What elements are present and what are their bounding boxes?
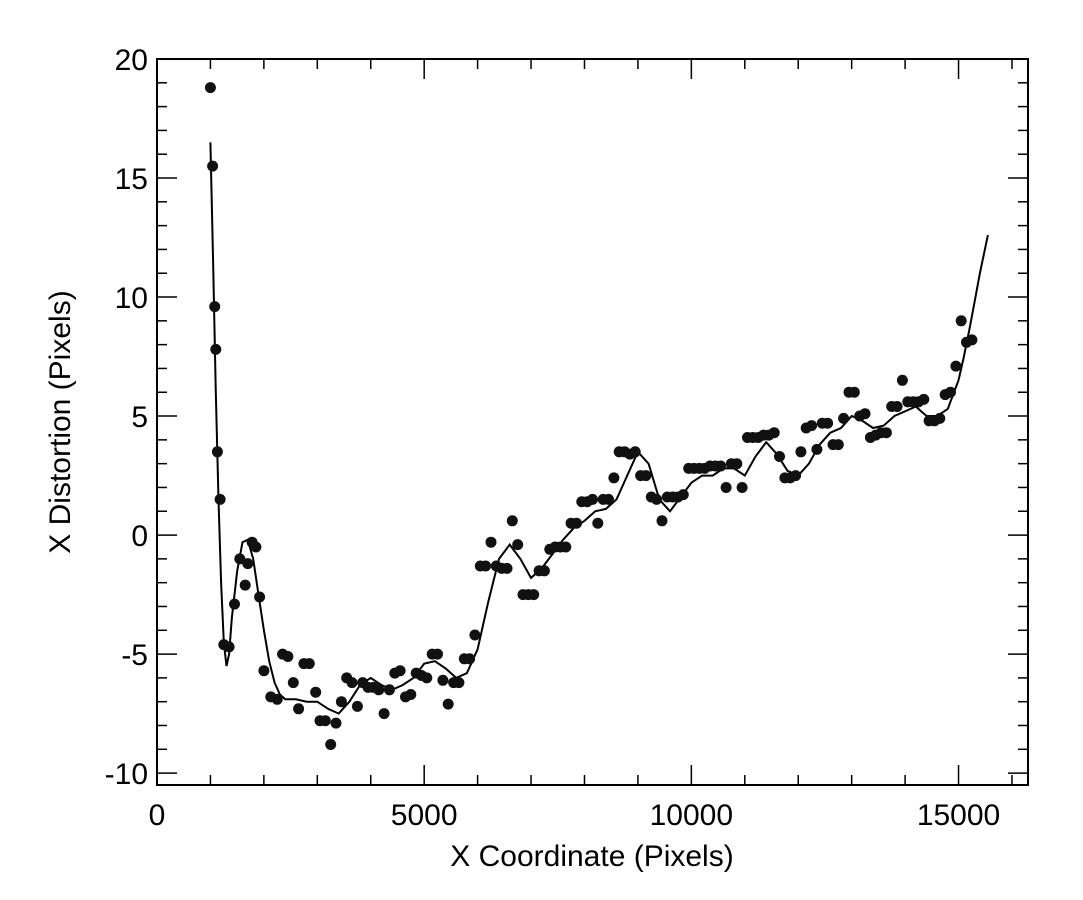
data-point — [432, 648, 443, 660]
y-tick-label: -5 — [121, 639, 148, 672]
data-point — [480, 560, 492, 572]
data-point — [229, 598, 240, 610]
data-point — [608, 472, 620, 484]
data-point — [383, 684, 395, 696]
data-point — [806, 420, 818, 432]
data-point — [210, 343, 222, 355]
data-points — [204, 82, 978, 750]
data-point — [934, 412, 946, 424]
data-point — [325, 739, 337, 750]
data-point — [918, 393, 930, 405]
data-point — [209, 301, 221, 313]
y-axis-label: X Distortion (Pixels) — [44, 290, 77, 553]
axis-tick-labels: 0 5000 10000 15000 -10 -5 0 5 10 15 20 — [105, 44, 1001, 832]
data-point — [790, 470, 802, 482]
data-point — [330, 717, 342, 729]
data-point — [373, 684, 385, 696]
data-point — [214, 493, 226, 505]
data-point — [303, 658, 315, 670]
data-point — [485, 536, 497, 548]
data-point — [512, 539, 524, 551]
data-point — [346, 677, 358, 689]
data-point — [421, 672, 433, 684]
data-point — [656, 515, 668, 527]
data-point — [822, 417, 834, 429]
x-axis-label: X Coordinate (Pixels) — [450, 840, 733, 873]
data-point — [528, 589, 540, 601]
x-tick-label: 5000 — [391, 799, 458, 832]
data-point — [223, 641, 235, 653]
data-point — [950, 360, 962, 372]
data-point — [731, 458, 743, 470]
data-point — [736, 482, 748, 493]
data-point — [405, 689, 417, 700]
data-point — [571, 517, 582, 529]
data-point — [811, 443, 823, 455]
data-point — [677, 489, 689, 501]
data-point — [211, 446, 223, 458]
plot-frame — [156, 58, 1029, 786]
data-point — [287, 677, 299, 689]
data-point — [880, 427, 892, 439]
data-point — [848, 386, 860, 398]
data-point — [335, 696, 347, 708]
data-point — [795, 446, 807, 458]
data-point — [437, 674, 449, 686]
data-point — [464, 653, 476, 665]
data-point — [453, 677, 465, 689]
data-point — [859, 408, 871, 420]
data-point — [293, 703, 305, 715]
data-point — [720, 482, 732, 493]
data-point — [768, 427, 780, 439]
y-tick-label: 20 — [115, 44, 148, 77]
y-tick-label: 0 — [131, 520, 148, 553]
data-point — [204, 82, 216, 94]
data-point — [945, 386, 956, 398]
axis-ticks — [156, 58, 1028, 785]
x-tick-label: 10000 — [650, 799, 733, 832]
data-point — [560, 541, 572, 553]
x-tick-label: 15000 — [917, 799, 1000, 832]
data-point — [258, 665, 270, 677]
data-point — [629, 446, 641, 458]
y-tick-label: 15 — [115, 163, 148, 196]
fit-curve-line — [209, 142, 989, 715]
data-point — [587, 493, 598, 505]
data-point — [506, 515, 518, 527]
data-point — [254, 591, 266, 603]
data-point — [469, 629, 481, 641]
data-point — [774, 451, 785, 462]
data-point — [501, 562, 513, 574]
data-point — [651, 493, 663, 505]
data-point — [538, 565, 550, 577]
data-point — [838, 412, 850, 424]
data-point — [351, 700, 363, 712]
data-point — [310, 686, 322, 698]
data-point — [442, 698, 454, 710]
data-point — [715, 460, 727, 472]
data-point — [239, 579, 251, 591]
data-point — [966, 334, 978, 346]
y-tick-label: 5 — [131, 401, 148, 434]
data-point — [234, 553, 246, 565]
data-point — [592, 517, 604, 529]
y-tick-label: -10 — [105, 758, 148, 791]
data-point — [394, 665, 406, 677]
data-point — [250, 541, 262, 553]
data-point — [207, 160, 219, 172]
data-point — [832, 439, 844, 451]
data-point — [891, 401, 903, 412]
data-point — [282, 651, 294, 662]
data-point — [242, 558, 254, 570]
data-point — [896, 374, 908, 386]
data-point — [640, 470, 652, 482]
data-point — [955, 315, 967, 327]
data-point — [319, 715, 331, 727]
y-tick-label: 10 — [115, 282, 148, 315]
data-point — [603, 493, 614, 505]
data-point — [378, 708, 390, 720]
x-tick-label: 0 — [149, 799, 166, 832]
data-point — [271, 693, 283, 705]
